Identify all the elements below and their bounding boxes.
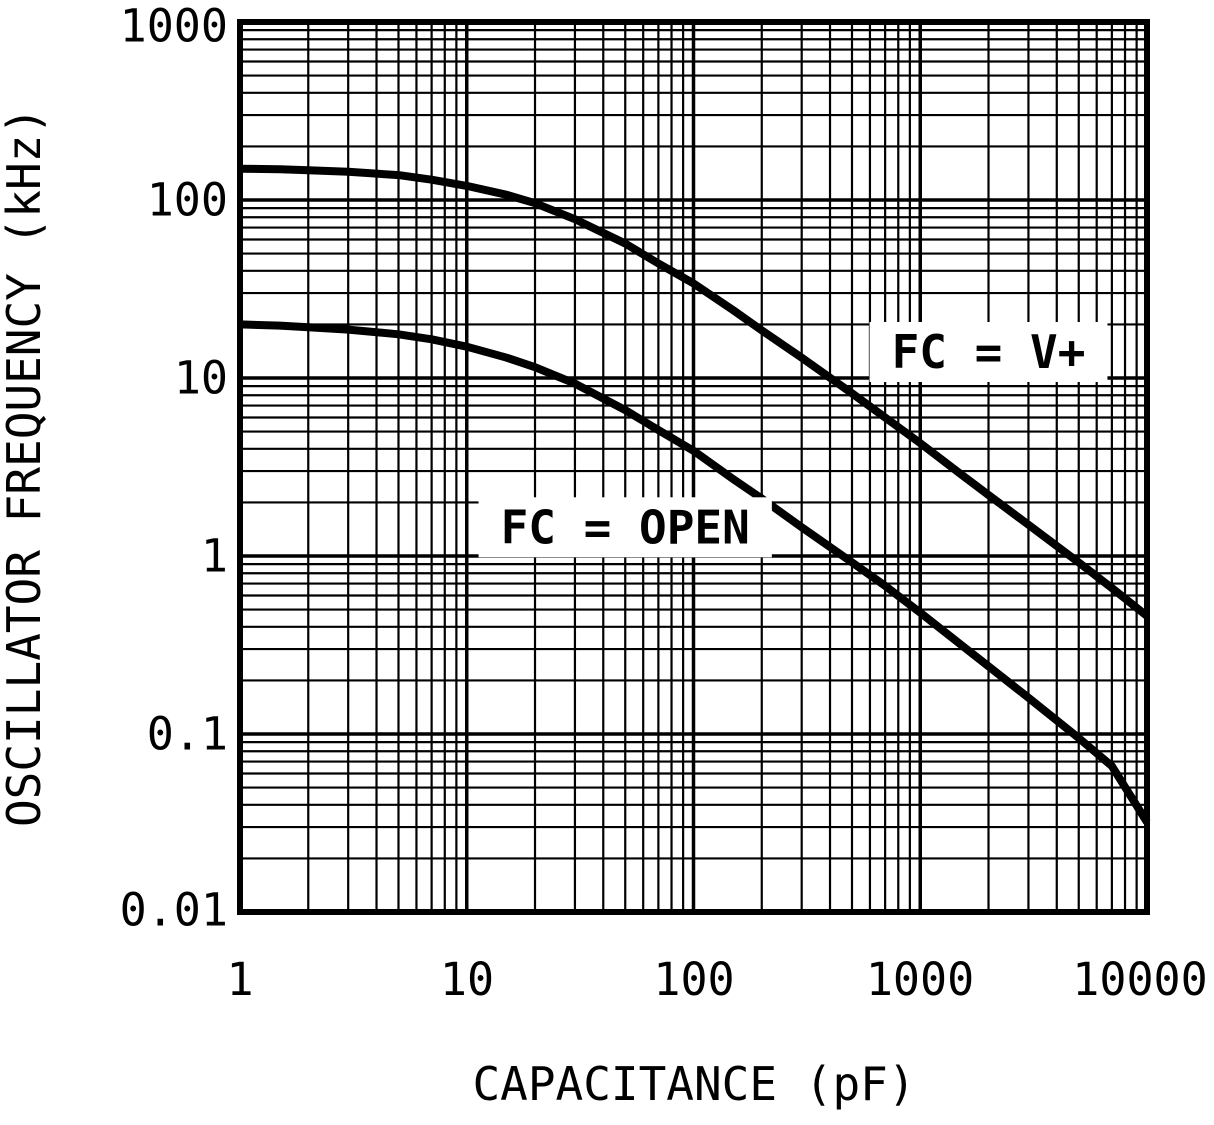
y-axis-title: OSCILLATOR FREQUENCY (kHz) [0,107,51,827]
x-tick-label: 1000 [866,953,974,1006]
curve-layer [239,164,1151,825]
y-tick-label: 0.1 [147,708,228,761]
annotation-fc-open: FC = OPEN [478,497,772,558]
y-tick-label: 1000 [120,0,228,53]
x-tick-label: 1 [226,953,253,1006]
y-tick-label: 1 [201,530,228,583]
y-tick-label: 100 [147,174,228,227]
x-axis-tick-labels: 1 10 100 1000 10000 [226,953,1207,1006]
y-tick-label: 0.01 [120,884,228,937]
y-tick-label: 10 [174,352,228,405]
annotation-fc-open-label: FC = OPEN [501,500,750,554]
plot-border [237,19,1150,915]
curve-fc-v- [239,164,1150,620]
annotation-fc-vplus: FC = V+ [869,322,1108,382]
x-axis-title: CAPACITANCE (pF) [472,1057,915,1111]
x-tick-label: 10 [440,953,494,1006]
annotation-fc-open-bg [478,497,772,558]
annotation-fc-vplus-label: FC = V+ [892,325,1086,379]
grid-layer [238,20,1149,914]
annotation-fc-vplus-bg [869,322,1108,382]
x-tick-label: 10000 [1072,953,1207,1006]
x-tick-label: 100 [653,953,734,1006]
y-axis-tick-labels: 1000 100 10 1 0.1 0.01 [120,0,228,937]
curve-fc-open [239,320,1151,825]
